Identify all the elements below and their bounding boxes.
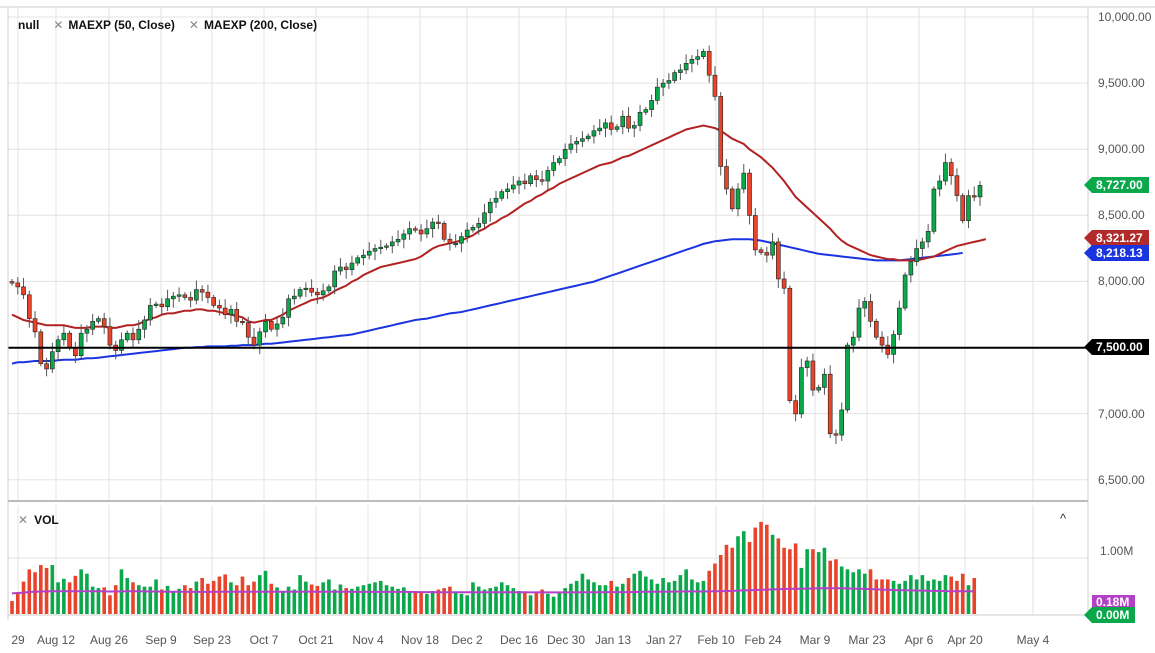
ma50-line [11, 124, 987, 329]
time-tick-label: Aug 26 [89, 633, 129, 647]
time-tick-label: Feb 24 [744, 633, 782, 647]
volume-axis-label: 1.00M [1100, 544, 1134, 558]
remove-ma200-icon[interactable]: ✕ [188, 18, 199, 32]
time-tick-label: Apr 20 [947, 633, 983, 647]
price-tick-label: 9,500.00 [1098, 76, 1145, 91]
time-tick-label: Dec 16 [499, 633, 539, 647]
grid-lines [8, 8, 1088, 615]
price-tick-label: 8,000.00 [1098, 274, 1145, 289]
time-tick-label: Apr 6 [904, 633, 934, 647]
price-tick-label: 6,500.00 [1098, 472, 1145, 487]
price-tick-label: 8,500.00 [1098, 208, 1145, 223]
legend-ma200: ✕ MAEXP (200, Close) [188, 18, 318, 32]
time-tick-label: Dec 30 [546, 633, 586, 647]
time-tick-label: Sep 9 [145, 633, 177, 647]
time-tick-label: Oct 21 [298, 633, 334, 647]
time-tick-label: Mar 9 [799, 633, 831, 647]
remove-volume-icon[interactable]: ✕ [18, 513, 29, 527]
last-price-tag: 8,727.00 [1084, 177, 1149, 193]
hline-price-tag: 7,500.00 [1084, 339, 1149, 355]
volume-last-tag: 0.00M [1083, 607, 1136, 623]
chart-legend: null ✕ MAEXP (50, Close) ✕ MAEXP (200, Clo… [18, 18, 317, 32]
candlestick-series [9, 45, 983, 445]
time-tick-label: Mar 23 [848, 633, 886, 647]
time-tick-label: Feb 10 [697, 633, 735, 647]
time-tick-label: Dec 2 [451, 633, 483, 647]
volume-ma-tag: 0.18M [1092, 595, 1136, 607]
time-tick-label: Nov 18 [400, 633, 440, 647]
time-tick-label: May 4 [1016, 633, 1050, 647]
time-tick-label: Nov 4 [352, 633, 384, 647]
price-tick-label: 10,000.00 [1098, 10, 1152, 24]
time-tick-label: Aug 12 [36, 633, 76, 647]
volume-bars [10, 521, 977, 614]
volume-legend: ✕ VOL [18, 513, 59, 527]
symbol-label: null [18, 18, 40, 32]
remove-ma50-icon[interactable]: ✕ [53, 18, 64, 32]
volume-ma-line [11, 587, 975, 595]
ma50-price-tag: 8,321.27 [1084, 230, 1149, 246]
collapse-volume-icon[interactable]: ^ [1060, 511, 1067, 526]
time-tick-label: Oct 7 [249, 633, 279, 647]
time-tick-label: 29 [11, 633, 25, 647]
time-tick-label: Sep 23 [192, 633, 232, 647]
time-tick-label: Jan 13 [594, 633, 632, 647]
ma200-line [11, 238, 963, 365]
time-tick-label: Jan 27 [645, 633, 683, 647]
legend-ma50: ✕ MAEXP (50, Close) [53, 18, 175, 32]
panel-borders [0, 6, 1155, 620]
price-tick-label: 9,000.00 [1098, 142, 1145, 157]
price-tick-label: 7,000.00 [1098, 406, 1145, 421]
ma200-price-tag: 8,218.13 [1084, 245, 1149, 261]
